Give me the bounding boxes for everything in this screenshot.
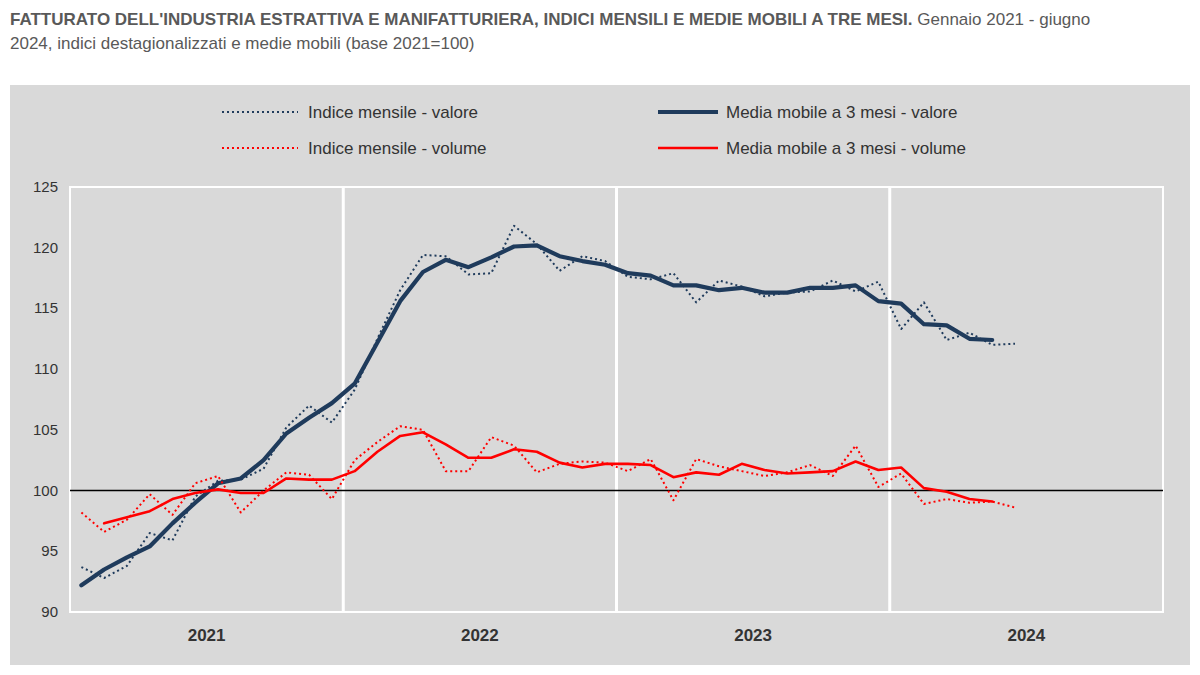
x-tick-label: 2021: [188, 626, 226, 645]
series-line: [81, 226, 1015, 578]
x-grid-line: [342, 187, 345, 612]
y-tick-label: 105: [33, 421, 58, 438]
x-tick-label: 2024: [1007, 626, 1045, 645]
plot-frame: [70, 187, 1163, 612]
x-tick-label: 2023: [734, 626, 772, 645]
panel-background: [10, 85, 1190, 665]
y-tick-label: 90: [41, 603, 58, 620]
series-line: [81, 426, 1015, 532]
series-line: [104, 432, 992, 523]
chart-canvas: 90 95 100 105 110 115 120 125 2021 2022 2023 2024 In…: [0, 0, 1200, 675]
legend-label: Indice mensile - valore: [308, 103, 478, 122]
legend-label: Media mobile a 3 mesi - valore: [726, 103, 957, 122]
y-tick-label: 110: [34, 360, 58, 377]
legend-swatch: [658, 147, 718, 150]
x-tick-label: 2022: [461, 626, 499, 645]
legend-swatch: [222, 111, 298, 113]
y-tick-label: 100: [33, 482, 58, 499]
x-grid-line: [615, 187, 618, 612]
series-group: [81, 226, 1015, 585]
y-tick-label: 125: [33, 178, 58, 195]
y-tick-label: 95: [41, 542, 58, 559]
series-line: [81, 245, 992, 585]
legend-label: Media mobile a 3 mesi - volume: [726, 139, 966, 158]
legend-swatch: [658, 110, 718, 114]
y-tick-label: 115: [34, 299, 58, 316]
legend-label: Indice mensile - volume: [308, 139, 487, 158]
chart-header: FATTURATO DELL'INDUSTRIA ESTRATTIVA E MA…: [10, 8, 1105, 56]
x-grid-line: [888, 187, 891, 612]
y-tick-label: 120: [33, 239, 58, 256]
legend-swatch: [222, 147, 298, 149]
chart-title: FATTURATO DELL'INDUSTRIA ESTRATTIVA E MA…: [10, 10, 913, 29]
